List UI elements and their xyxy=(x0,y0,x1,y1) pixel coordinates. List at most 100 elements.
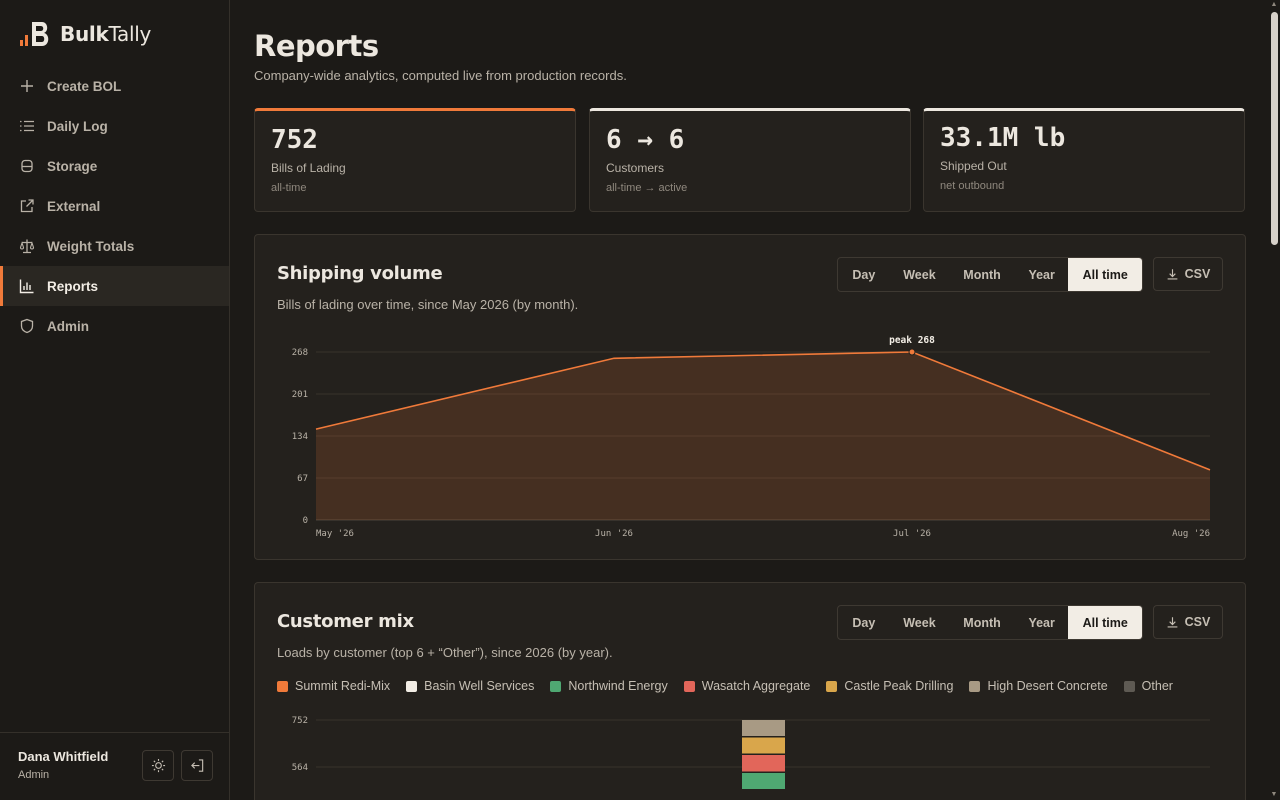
scroll-down-icon[interactable]: ▼ xyxy=(1270,791,1278,798)
panel-title: Shipping volume xyxy=(277,263,443,284)
legend-swatch xyxy=(1123,680,1135,692)
panel-title: Customer mix xyxy=(277,611,414,632)
range-day-button[interactable]: Day xyxy=(852,615,876,630)
legend-swatch xyxy=(277,680,288,692)
csv-export-button[interactable]: CSV xyxy=(1153,257,1223,291)
bar-chart-icon xyxy=(19,278,35,294)
range-all-time-button[interactable]: All time xyxy=(1068,258,1142,291)
legend-label: Summit Redi-Mix xyxy=(295,679,391,693)
y-tick-label: 134 xyxy=(292,432,308,442)
range-selector: Day Week Month Year All time xyxy=(837,257,1143,292)
stat-label: Shipped Out xyxy=(940,159,1007,173)
x-tick-label: May '26 xyxy=(316,529,354,539)
legend-item[interactable]: Wasatch Aggregate xyxy=(683,679,811,693)
legend-swatch xyxy=(406,680,418,692)
legend-item[interactable]: Castle Peak Drilling xyxy=(826,679,953,693)
legend-label: Wasatch Aggregate xyxy=(701,679,811,693)
x-tick-label: Jul '26 xyxy=(893,529,931,539)
nav-item-external[interactable]: External xyxy=(0,186,229,226)
bar-segment xyxy=(742,737,785,754)
legend-item[interactable]: High Desert Concrete xyxy=(969,679,1108,693)
legend-swatch xyxy=(969,680,981,692)
scroll-up-icon[interactable]: ▲ xyxy=(1270,1,1278,8)
range-week-button[interactable]: Week xyxy=(903,615,936,630)
bar-segment xyxy=(742,755,785,772)
user-role: Admin xyxy=(18,769,50,781)
csv-label: CSV xyxy=(1184,267,1211,281)
range-year-button[interactable]: Year xyxy=(1028,267,1055,282)
panel-subtitle: Bills of lading over time, since May 202… xyxy=(277,297,579,312)
nav-item-create-bol[interactable]: Create BOL xyxy=(0,66,229,106)
nav-label: Storage xyxy=(47,158,98,174)
nav-item-storage[interactable]: Storage xyxy=(0,146,229,186)
range-month-button[interactable]: Month xyxy=(963,615,1001,630)
nav-item-daily-log[interactable]: Daily Log xyxy=(0,106,229,146)
shipping-volume-chart: 0 67 134 201 268 May '26 Jun '26 Jul '26 Aug '26… xyxy=(292,335,1211,539)
customer-mix-legend: Summit Redi-Mix Basin Well Services Northw… xyxy=(277,679,1189,693)
x-tick-label: Jun '26 xyxy=(595,529,633,539)
nav-item-weight-totals[interactable]: Weight Totals xyxy=(0,226,229,266)
csv-export-button[interactable]: CSV xyxy=(1153,605,1223,639)
list-icon xyxy=(19,118,35,134)
stat-value: 33.1M lb xyxy=(940,123,1066,153)
bar-segment xyxy=(742,720,785,736)
legend-item[interactable]: Other xyxy=(1123,679,1173,693)
y-tick-label: 564 xyxy=(292,763,308,773)
panel-subtitle: Loads by customer (top 6 + “Other”), sin… xyxy=(277,645,613,660)
theme-toggle-button[interactable] xyxy=(142,750,174,781)
stat-note: net outbound xyxy=(940,180,1005,192)
main-nav: Create BOL Daily Log Storage External We… xyxy=(0,66,229,346)
range-year-button[interactable]: Year xyxy=(1028,615,1055,630)
range-selector: Day Week Month Year All time xyxy=(837,605,1143,640)
legend-swatch xyxy=(826,680,838,692)
stat-value: 752 xyxy=(271,125,318,155)
legend-label: Basin Well Services xyxy=(424,679,535,693)
stat-card-bols: 752 Bills of Lading all-time xyxy=(254,108,576,212)
nav-label: Daily Log xyxy=(47,118,108,134)
legend-label: Northwind Energy xyxy=(568,679,668,693)
legend-label: Castle Peak Drilling xyxy=(844,679,954,693)
page-title: Reports xyxy=(254,29,379,63)
range-all-time-button[interactable]: All time xyxy=(1068,606,1142,639)
nav-label: External xyxy=(47,198,101,214)
customer-mix-panel: Customer mix Loads by customer (top 6 + … xyxy=(254,582,1246,800)
nav-label: Reports xyxy=(47,278,99,294)
legend-item[interactable]: Basin Well Services xyxy=(406,679,534,693)
peak-annotation: peak 268 xyxy=(889,335,935,346)
y-tick-label: 0 xyxy=(303,516,308,526)
brand[interactable]: BulkTally xyxy=(20,20,151,48)
stat-card-shipped-out: 33.1M lb Shipped Out net outbound xyxy=(923,108,1245,212)
range-month-button[interactable]: Month xyxy=(963,267,1001,282)
nav-label: Weight Totals xyxy=(47,238,135,254)
page-subtitle: Company-wide analytics, computed live fr… xyxy=(254,68,627,83)
sun-icon xyxy=(151,758,165,773)
legend-item[interactable]: Northwind Energy xyxy=(550,679,668,693)
logout-button[interactable] xyxy=(181,750,213,781)
user-name: Dana Whitfield xyxy=(18,749,109,764)
legend-item[interactable]: Summit Redi-Mix xyxy=(277,679,390,693)
sidebar: BulkTally Create BOL Daily Log Storage E… xyxy=(0,0,230,800)
stat-value: 6 → 6 xyxy=(606,125,685,155)
nav-item-admin[interactable]: Admin xyxy=(0,306,229,346)
stat-note: all-time xyxy=(271,182,307,194)
brand-name: BulkTally xyxy=(60,22,152,46)
download-icon xyxy=(1167,268,1178,280)
y-tick-label: 752 xyxy=(292,716,308,726)
nav-item-reports[interactable]: Reports xyxy=(0,266,229,306)
stat-label: Customers xyxy=(606,161,665,175)
page-scrollbar[interactable]: ▲ ▼ xyxy=(1268,0,1280,800)
stat-card-customers: 6 → 6 Customers all-time → active xyxy=(589,108,911,212)
y-tick-label: 67 xyxy=(297,474,308,484)
range-week-button[interactable]: Week xyxy=(903,267,936,282)
scrollbar-thumb[interactable] xyxy=(1271,12,1278,245)
area-fill xyxy=(316,352,1210,520)
nav-label: Create BOL xyxy=(47,78,122,94)
stat-note: all-time → active xyxy=(606,182,688,194)
stat-label: Bills of Lading xyxy=(271,161,346,175)
range-day-button[interactable]: Day xyxy=(852,267,876,282)
x-tick-label: Aug '26 xyxy=(1172,529,1210,539)
legend-swatch xyxy=(550,680,562,692)
user-area: Dana Whitfield Admin xyxy=(0,732,229,800)
series-line xyxy=(315,351,1211,471)
nav-label: Admin xyxy=(47,318,89,334)
